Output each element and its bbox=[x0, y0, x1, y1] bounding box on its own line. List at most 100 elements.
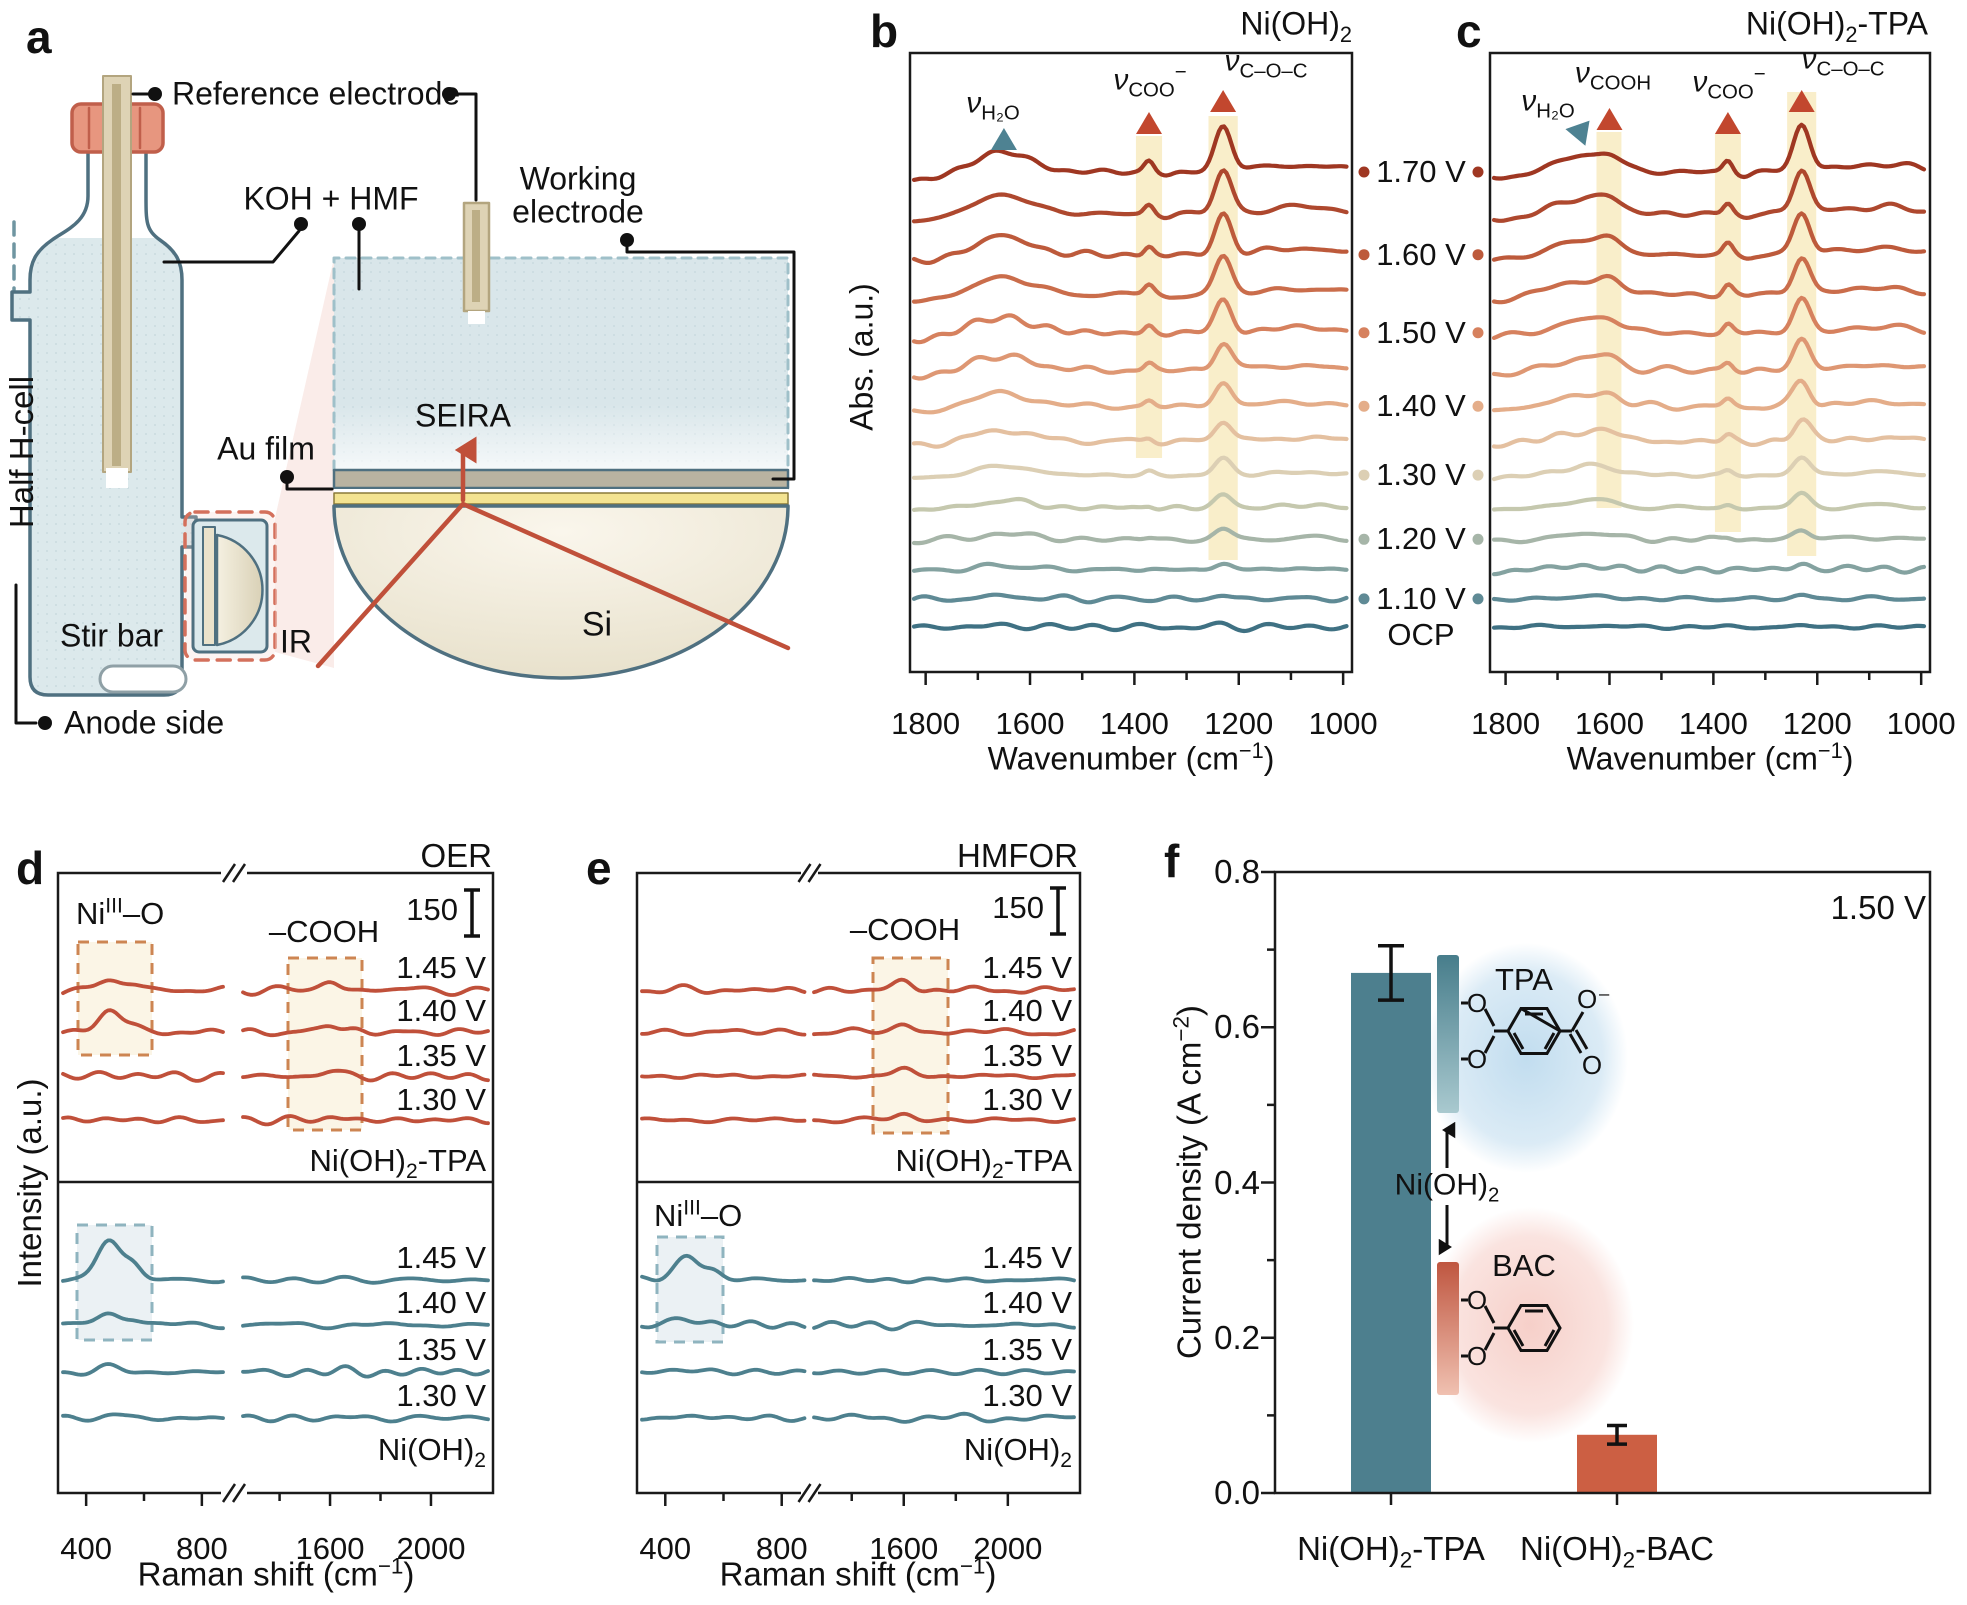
au-film-dot bbox=[280, 470, 294, 484]
bac-molecule-bonds bbox=[1461, 1298, 1562, 1358]
tpa-o-bottom: O bbox=[1467, 1044, 1487, 1074]
spectrum-curve bbox=[1491, 256, 1927, 305]
ir-label: IR bbox=[280, 623, 312, 660]
spectrum-curve bbox=[1491, 417, 1927, 449]
bac-o-bottom: O bbox=[1467, 1341, 1487, 1371]
feature-dashed-box bbox=[655, 1235, 725, 1344]
spectrum-curve bbox=[812, 1065, 1076, 1080]
potential-dot-right bbox=[1472, 249, 1484, 261]
spectrum-curve bbox=[241, 1413, 490, 1424]
panel-d-potential: 1.40 V bbox=[396, 992, 486, 1028]
panel-d-potential: 1.45 V bbox=[396, 949, 486, 985]
au-film-label: Au film bbox=[217, 430, 315, 467]
spectrum-curve bbox=[640, 1367, 807, 1377]
panel-b-ylabel: Abs. (a.u.) bbox=[843, 283, 880, 431]
panel-b-xtick: 1000 bbox=[1308, 706, 1378, 741]
spectrum-curve bbox=[911, 381, 1349, 415]
potential-dot-left bbox=[1358, 533, 1370, 545]
generated-charts bbox=[56, 51, 1932, 1506]
flask-outline bbox=[10, 148, 198, 697]
panel-e-xlabel: Raman shift (cm−1) bbox=[719, 1553, 997, 1593]
panel-c-ann-cooh: νCOOH bbox=[1574, 56, 1652, 95]
spectrum-curve bbox=[1491, 211, 1927, 262]
spectrum-curve bbox=[61, 1008, 225, 1037]
spectrum-curve bbox=[61, 1238, 225, 1285]
spectrum-curve bbox=[640, 1413, 807, 1423]
panel-f-category: Ni(OH)2-TPA bbox=[1297, 1530, 1485, 1573]
panel-e-bottom-material: Ni(OH)2 bbox=[963, 1431, 1072, 1473]
panel-b-xtick: 1600 bbox=[995, 706, 1065, 741]
anode-side-dot bbox=[38, 716, 52, 730]
potential-dot-left bbox=[1358, 166, 1370, 178]
spectrum-curve bbox=[911, 620, 1349, 634]
spectrum-curve bbox=[1491, 378, 1927, 413]
spectrum-curve bbox=[1491, 561, 1927, 577]
panel-c-title: Ni(OH)2-TPA bbox=[1745, 5, 1928, 47]
cell-electrode-dot bbox=[442, 87, 456, 101]
spectrum-curve bbox=[241, 1364, 490, 1379]
panel-e-letter: e bbox=[586, 842, 612, 894]
spectrum-curve bbox=[640, 1253, 807, 1283]
panel-d-ni3o-label: NiIII–O bbox=[76, 894, 165, 932]
spectrum-curve bbox=[61, 1362, 225, 1377]
potential-dot-right bbox=[1472, 400, 1484, 412]
panel-c-xtick: 1000 bbox=[1886, 706, 1956, 741]
panel-e-potential: 1.30 V bbox=[982, 1377, 1072, 1413]
nioh2-inset-label: Ni(OH)2 bbox=[1394, 1168, 1500, 1207]
spectrum-curve bbox=[61, 1070, 225, 1083]
panel-e-top-material: Ni(OH)2-TPA bbox=[895, 1142, 1072, 1184]
spectrum-curve bbox=[812, 1319, 1076, 1332]
panel-f-ytick: 0.8 bbox=[1214, 852, 1260, 890]
tpa-o-double: O bbox=[1582, 1050, 1602, 1080]
panel-e-xtick: 1600 bbox=[869, 1531, 939, 1566]
highlight-band bbox=[1135, 136, 1163, 458]
panel-d-potential: 1.35 V bbox=[396, 1331, 486, 1367]
panel-b-title: Ni(OH)2 bbox=[1240, 5, 1352, 47]
spectrum-curve bbox=[640, 1116, 807, 1125]
potential-dot-right bbox=[1472, 593, 1484, 605]
bac-glow bbox=[1426, 1207, 1634, 1443]
spectrum-curve bbox=[1491, 455, 1927, 482]
spectrum-curve bbox=[61, 978, 225, 995]
spectrum-curve bbox=[61, 1311, 225, 1331]
spectrum-curve bbox=[812, 1411, 1076, 1424]
molecule-atom-labels: O O O⁻ O O O bbox=[1467, 984, 1611, 1371]
spectrum-curve bbox=[911, 124, 1349, 182]
potential-label: OCP bbox=[1387, 616, 1455, 652]
peak-marker-triangle bbox=[1136, 112, 1163, 134]
panel-e-potential: 1.35 V bbox=[982, 1037, 1072, 1073]
connector-lines bbox=[131, 92, 796, 491]
panel-c-xtick: 1800 bbox=[1471, 706, 1541, 741]
spectrum-curve bbox=[241, 1114, 490, 1127]
highlight-band bbox=[1787, 92, 1817, 556]
spectrum-curve bbox=[812, 977, 1076, 995]
spectrum-curve bbox=[911, 561, 1349, 574]
panel-e-xtick: 800 bbox=[755, 1531, 808, 1566]
spectrum-curve bbox=[911, 253, 1349, 304]
panel-f-ytick: 0.6 bbox=[1214, 1008, 1260, 1046]
potential-dot-right bbox=[1472, 327, 1484, 339]
potential-label: 1.50 V bbox=[1376, 314, 1466, 350]
ir-beam bbox=[315, 501, 791, 669]
panel-c-plot bbox=[1488, 51, 1932, 685]
panel-a-letter: a bbox=[26, 11, 52, 63]
spectrum-curve bbox=[1491, 528, 1927, 545]
panel-c-xtick: 1400 bbox=[1678, 706, 1748, 741]
spectrum-curve bbox=[1491, 490, 1927, 512]
panel-f-ytick: 0.2 bbox=[1214, 1318, 1260, 1356]
reference-electrode-rod-core bbox=[112, 84, 121, 466]
spectrum-curve bbox=[911, 297, 1349, 345]
window-plate bbox=[202, 526, 216, 646]
panel-e-ni3o-label: NiIII–O bbox=[654, 1196, 743, 1234]
peak-marker-triangle bbox=[990, 128, 1017, 150]
potential-dot-left bbox=[1358, 593, 1370, 605]
working-electrode-label: Working electrode bbox=[512, 160, 644, 230]
panel-c-xtick: 1200 bbox=[1782, 706, 1852, 741]
spectrum-curve bbox=[241, 1321, 490, 1331]
panel-e-scalebar-label: 150 bbox=[992, 889, 1044, 925]
reference-electrode-label: Reference electrode bbox=[172, 75, 461, 112]
bar-nioh2-tpa bbox=[1351, 972, 1431, 1493]
panel-d-xtick: 1600 bbox=[295, 1531, 365, 1566]
spectrum-curve bbox=[640, 1316, 807, 1330]
spectrum-curve bbox=[61, 1412, 225, 1423]
